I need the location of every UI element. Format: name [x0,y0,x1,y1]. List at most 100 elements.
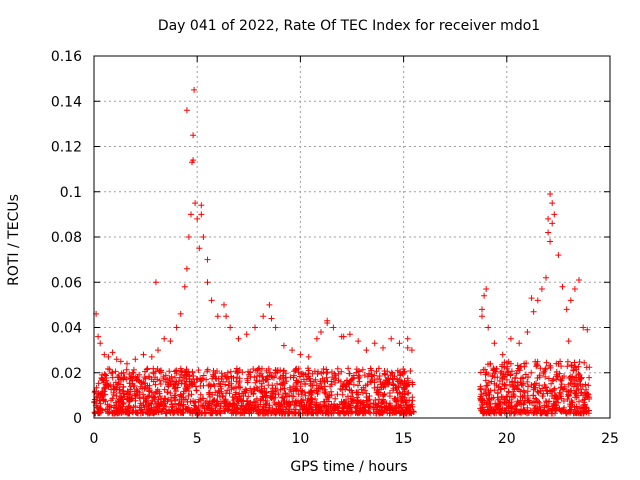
data-point [235,335,242,342]
noise-point [410,408,416,415]
noise-point [364,381,371,388]
noise-point [334,391,341,398]
noise-point [101,371,108,378]
noise-point [207,383,214,390]
noise-point [313,407,320,414]
noise-point [96,397,103,404]
noise-point [156,377,163,384]
noise-point [276,375,283,382]
noise-point [93,384,100,391]
noise-point [155,396,162,403]
data-point [346,331,353,338]
noise-point [554,396,561,403]
noise-point [260,406,267,413]
noise-point [290,393,297,400]
data-point [563,306,570,313]
noise-point [403,408,410,415]
noise-point [122,409,129,416]
data-point [516,340,523,347]
data-point [140,351,147,358]
noise-point [387,372,394,379]
noise-point [483,369,490,376]
noise-point [147,408,154,415]
noise-point [565,392,572,399]
noise-point [356,374,363,380]
noise-point [166,368,173,375]
data-point [252,324,258,331]
noise-point [265,365,272,372]
noise-point [113,403,120,410]
noise-point [140,391,147,398]
noise-point [296,410,303,417]
noise-point [502,399,508,406]
noise-point [568,362,575,368]
noise-point [178,371,185,378]
noise-point [182,385,189,392]
noise-point [252,379,259,386]
noise-point [219,373,226,380]
data-point [547,238,554,245]
noise-point [100,396,107,403]
noise-point [162,379,169,385]
noise-point [103,372,109,379]
noise-point [323,374,330,381]
data-point [194,215,201,222]
noise-point [163,409,170,416]
noise-point [477,383,484,390]
noise-point [351,397,357,404]
data-point [101,351,108,358]
y-tick-label: 0.1 [60,185,82,201]
noise-point [524,378,531,385]
noise-point [298,397,305,404]
noise-point [404,377,411,384]
noise-point [399,395,406,402]
noise-point [187,382,194,388]
noise-point [555,373,561,380]
noise-point [397,370,403,376]
noise-point [508,410,514,417]
noise-point [520,401,527,408]
noise-point [186,378,193,385]
y-tick-label: 0.04 [51,321,82,337]
noise-point [544,390,551,397]
noise-point [356,405,363,412]
noise-point [530,386,537,393]
noise-point [379,380,386,387]
noise-point [514,362,521,369]
noise-point [298,391,305,398]
noise-point [327,383,334,390]
noise-point [114,374,121,380]
noise-point [332,379,339,386]
noise-point [225,406,232,413]
noise-point [194,406,201,413]
noise-point [394,394,401,401]
noise-point [149,397,156,404]
noise-point [197,378,204,385]
noise-point [123,376,130,383]
noise-point [331,370,338,377]
data-point [97,340,104,347]
noise-point [557,358,564,365]
noise-point [144,401,150,408]
noise-point [319,385,326,392]
x-axis-label: GPS time / hours [290,459,407,475]
noise-point [195,367,202,374]
noise-point [319,410,326,416]
noise-point [171,392,178,399]
noise-point [404,403,411,410]
data-point [330,324,337,331]
noise-point [518,363,525,370]
noise-point [395,384,402,391]
data-point [223,313,230,320]
noise-point [132,392,139,399]
noise-point [185,392,192,399]
noise-point [528,369,535,376]
noise-point [586,374,593,381]
data-point [507,335,514,342]
data-point [183,107,190,114]
noise-point [410,409,417,415]
noise-point [130,404,137,411]
noise-point [511,409,518,416]
noise-point [259,388,266,395]
noise-point [200,395,207,402]
